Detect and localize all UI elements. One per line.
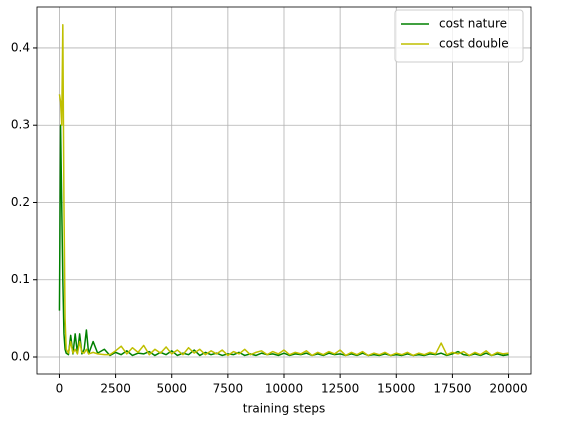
y-tick-label: 0.4 bbox=[11, 40, 30, 54]
legend-box bbox=[394, 9, 524, 63]
data-line bbox=[58, 124, 509, 357]
legend-label: cost double bbox=[439, 37, 509, 51]
x-tick-label: 0 bbox=[56, 382, 64, 396]
y-tick-label: 0.3 bbox=[11, 118, 30, 132]
x-tick-label: 2500 bbox=[100, 382, 131, 396]
y-tick-label: 0.2 bbox=[11, 195, 30, 209]
plot-frame bbox=[36, 6, 532, 375]
legend-label: cost nature bbox=[439, 17, 507, 31]
x-tick-label: 20000 bbox=[489, 382, 527, 396]
y-tick-label: 0.1 bbox=[11, 272, 30, 286]
x-tick-label: 17500 bbox=[433, 382, 471, 396]
data-line bbox=[58, 24, 509, 357]
x-tick-label: 12500 bbox=[321, 382, 359, 396]
y-tick-label: 0.0 bbox=[11, 350, 30, 364]
x-tick-label: 7500 bbox=[213, 382, 244, 396]
x-tick-label: 5000 bbox=[156, 382, 187, 396]
x-tick-label: 15000 bbox=[377, 382, 415, 396]
x-axis-label: training steps bbox=[243, 402, 326, 416]
x-tick-label: 10000 bbox=[265, 382, 303, 396]
